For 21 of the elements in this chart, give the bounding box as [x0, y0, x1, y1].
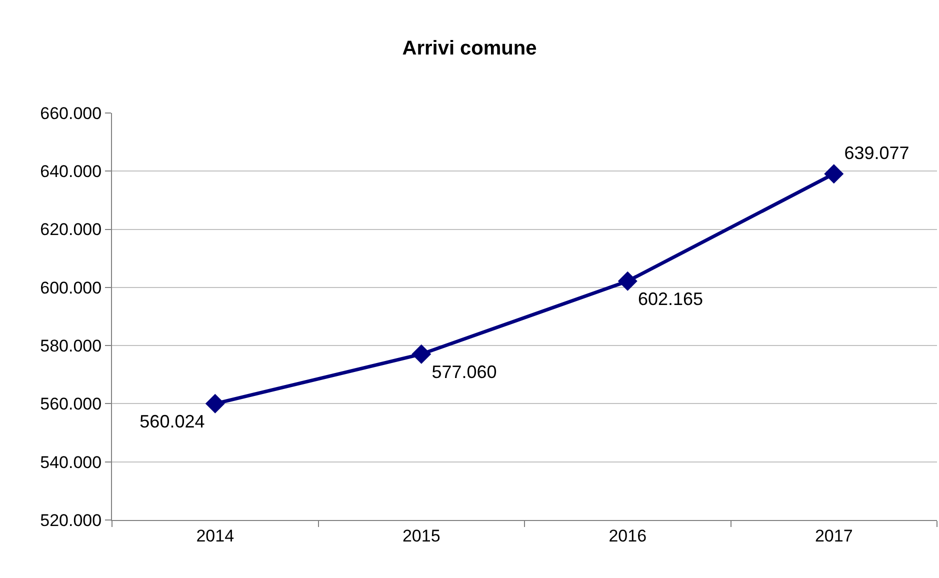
y-tick-label: 560.000 [40, 394, 102, 414]
y-tick-label: 540.000 [40, 452, 102, 472]
point [824, 164, 844, 184]
x-tick-label: 2017 [814, 526, 853, 546]
point [205, 394, 225, 414]
y-tick-label: 660.000 [40, 104, 102, 123]
x-tick-label: 2016 [608, 526, 647, 546]
x-tick-label: 2014 [196, 526, 234, 546]
data-label: 602.165 [638, 289, 704, 310]
y-tick-label: 520.000 [40, 510, 102, 530]
y-tick-label: 580.000 [40, 336, 102, 356]
point [618, 271, 638, 291]
point [412, 344, 432, 364]
x-tick-label: 2015 [402, 526, 440, 546]
y-tick-label: 640.000 [40, 162, 102, 182]
chart-title: Arrivi comune [402, 37, 537, 60]
data-label: 560.024 [140, 412, 205, 432]
y-tick-label: 600.000 [40, 278, 102, 298]
data-label: 639.077 [844, 142, 910, 163]
y-tick-label: 620.000 [40, 220, 102, 240]
data-label: 577.060 [432, 362, 497, 382]
